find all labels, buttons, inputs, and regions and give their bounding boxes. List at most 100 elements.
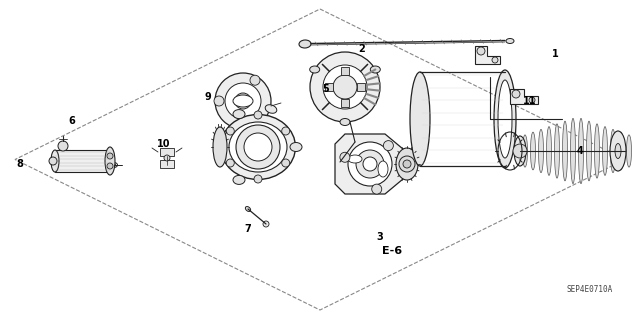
Bar <box>341 99 349 107</box>
Circle shape <box>399 156 415 172</box>
Polygon shape <box>475 46 500 64</box>
Ellipse shape <box>229 122 287 172</box>
Ellipse shape <box>494 70 516 168</box>
Circle shape <box>383 141 394 151</box>
Circle shape <box>323 65 367 109</box>
Text: 6: 6 <box>68 116 76 126</box>
Ellipse shape <box>498 80 512 158</box>
Circle shape <box>49 157 57 165</box>
Ellipse shape <box>233 95 253 107</box>
Text: 11: 11 <box>524 96 537 106</box>
Circle shape <box>282 127 290 135</box>
Ellipse shape <box>340 118 350 125</box>
Circle shape <box>513 144 527 158</box>
Circle shape <box>363 157 377 171</box>
Circle shape <box>310 52 380 122</box>
Circle shape <box>250 75 260 85</box>
Ellipse shape <box>595 124 600 178</box>
Polygon shape <box>610 151 616 165</box>
Ellipse shape <box>265 105 277 113</box>
Bar <box>160 160 174 168</box>
Ellipse shape <box>105 147 115 175</box>
Ellipse shape <box>610 131 626 171</box>
Ellipse shape <box>618 132 623 170</box>
Polygon shape <box>612 161 618 171</box>
Circle shape <box>225 83 261 119</box>
Bar <box>325 83 333 91</box>
Circle shape <box>477 47 485 55</box>
Ellipse shape <box>378 161 388 177</box>
Polygon shape <box>620 151 626 165</box>
Ellipse shape <box>410 72 430 166</box>
Circle shape <box>250 117 260 127</box>
Ellipse shape <box>245 206 251 211</box>
Ellipse shape <box>106 150 114 172</box>
Ellipse shape <box>51 150 59 172</box>
Ellipse shape <box>586 121 591 181</box>
Ellipse shape <box>113 164 115 167</box>
Circle shape <box>356 150 384 178</box>
Circle shape <box>254 111 262 119</box>
Ellipse shape <box>233 175 245 184</box>
Ellipse shape <box>611 130 616 173</box>
Circle shape <box>529 97 535 103</box>
Circle shape <box>492 57 498 63</box>
Bar <box>357 83 365 91</box>
Circle shape <box>214 96 224 106</box>
Circle shape <box>263 221 269 227</box>
Text: 10: 10 <box>157 139 171 149</box>
Ellipse shape <box>348 155 362 163</box>
Circle shape <box>58 141 68 151</box>
Ellipse shape <box>570 118 575 184</box>
Ellipse shape <box>213 127 227 167</box>
Ellipse shape <box>371 66 380 73</box>
Ellipse shape <box>299 40 311 48</box>
Ellipse shape <box>531 132 536 170</box>
Circle shape <box>512 90 520 98</box>
Ellipse shape <box>547 127 552 175</box>
Circle shape <box>235 93 251 109</box>
Ellipse shape <box>522 135 527 167</box>
Circle shape <box>164 155 170 161</box>
Circle shape <box>215 73 271 129</box>
Circle shape <box>254 175 262 183</box>
Polygon shape <box>620 137 626 151</box>
Text: 9: 9 <box>205 92 211 102</box>
Polygon shape <box>618 131 623 141</box>
Circle shape <box>348 142 392 186</box>
Text: 1: 1 <box>552 49 558 59</box>
Circle shape <box>236 125 280 169</box>
Circle shape <box>227 127 234 135</box>
Ellipse shape <box>310 66 320 73</box>
Text: E-6: E-6 <box>382 246 402 256</box>
Ellipse shape <box>563 121 568 181</box>
Circle shape <box>282 159 290 167</box>
Text: 2: 2 <box>358 44 365 54</box>
Circle shape <box>227 159 234 167</box>
Ellipse shape <box>538 130 543 173</box>
Bar <box>160 148 174 156</box>
Ellipse shape <box>615 144 621 159</box>
Polygon shape <box>618 161 623 171</box>
Ellipse shape <box>233 110 245 119</box>
Bar <box>341 67 349 75</box>
Ellipse shape <box>554 124 559 178</box>
Polygon shape <box>612 131 618 141</box>
Circle shape <box>372 184 381 194</box>
Polygon shape <box>335 134 403 194</box>
Ellipse shape <box>514 136 526 166</box>
Circle shape <box>107 163 113 169</box>
Polygon shape <box>510 89 538 104</box>
Circle shape <box>107 153 113 159</box>
Ellipse shape <box>290 143 302 152</box>
Text: 8: 8 <box>17 159 24 169</box>
Ellipse shape <box>506 39 514 43</box>
Ellipse shape <box>602 127 607 175</box>
Ellipse shape <box>111 162 118 167</box>
Circle shape <box>244 133 272 161</box>
Text: 4: 4 <box>577 146 584 156</box>
Ellipse shape <box>579 118 584 184</box>
Text: 3: 3 <box>376 232 383 242</box>
Circle shape <box>340 152 350 162</box>
Ellipse shape <box>627 135 632 167</box>
